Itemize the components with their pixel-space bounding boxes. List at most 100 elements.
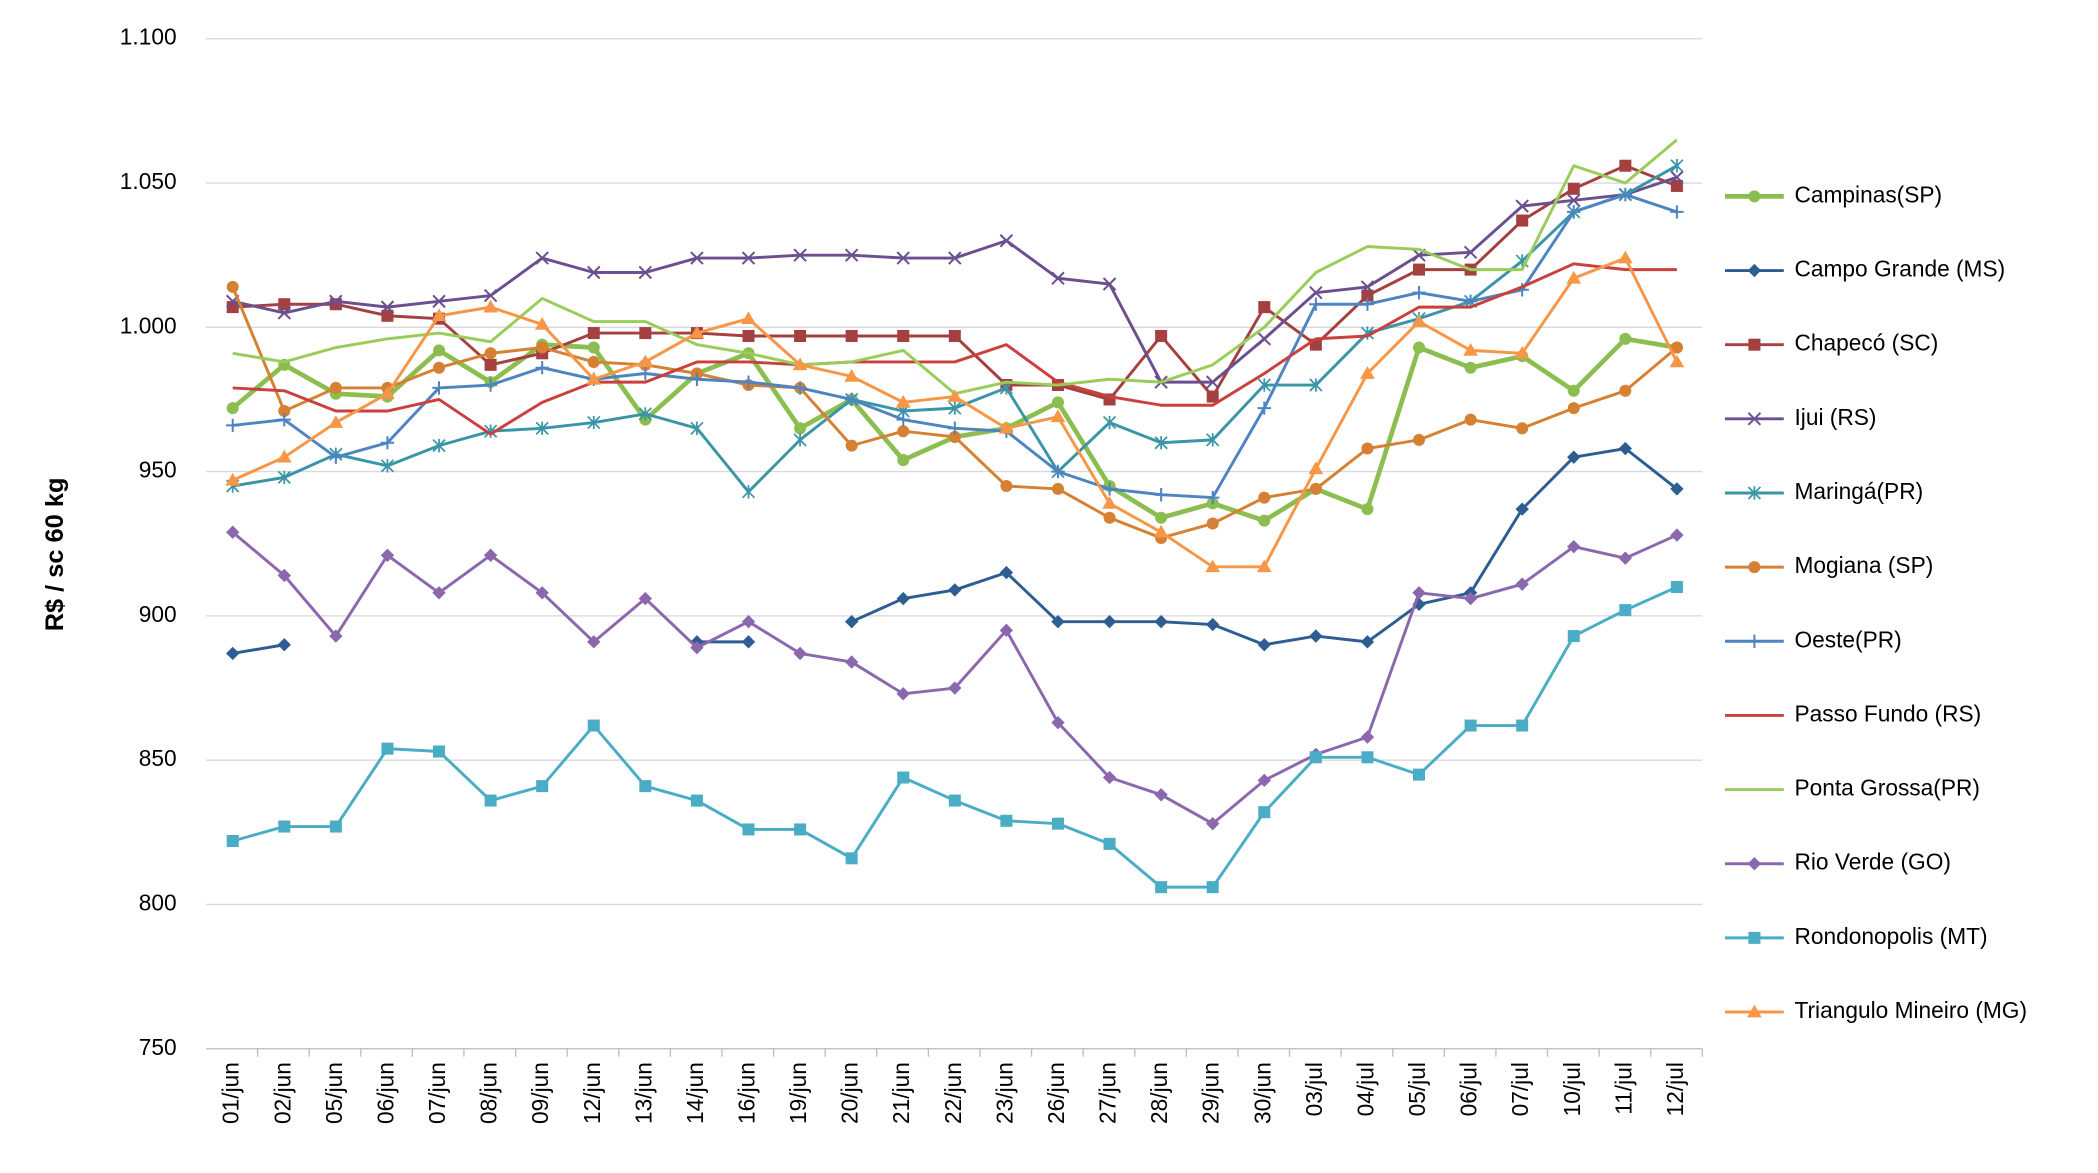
- marker: [484, 794, 497, 807]
- marker: [793, 433, 807, 447]
- marker: [278, 404, 291, 418]
- legend-marker: [1748, 561, 1761, 574]
- marker: [741, 311, 756, 325]
- legend-item: Passo Fundo (RS): [1725, 700, 1981, 726]
- x-tick-label: 20/jun: [837, 1062, 863, 1124]
- marker: [845, 852, 858, 865]
- marker: [587, 635, 601, 649]
- marker: [1670, 205, 1684, 219]
- marker: [1670, 179, 1683, 192]
- marker: [1411, 314, 1427, 327]
- marker: [999, 623, 1014, 638]
- x-tick-label: 06/jul: [1456, 1062, 1482, 1116]
- legend-marker: [1747, 412, 1762, 426]
- marker: [1361, 751, 1374, 764]
- marker: [1257, 401, 1271, 415]
- marker: [1567, 402, 1580, 415]
- marker: [1617, 250, 1633, 264]
- marker: [742, 329, 755, 342]
- marker: [483, 424, 498, 438]
- y-tick-label: 1.100: [120, 24, 177, 50]
- marker: [897, 454, 910, 467]
- x-tick-label: 02/jun: [269, 1062, 295, 1124]
- legend-label: Ponta Grossa(PR): [1794, 775, 1979, 801]
- marker: [741, 614, 756, 629]
- marker: [1206, 617, 1220, 632]
- marker: [1670, 341, 1683, 354]
- x-tick-label: 12/jun: [579, 1062, 605, 1124]
- x-tick-label: 05/jun: [321, 1062, 347, 1124]
- legend-marker: [1748, 338, 1761, 351]
- marker: [794, 823, 807, 836]
- marker: [741, 375, 756, 389]
- marker: [535, 361, 549, 375]
- marker: [1257, 773, 1271, 788]
- marker: [741, 635, 756, 649]
- legend-item: Oeste(PR): [1725, 626, 1902, 652]
- legend-label: Ijui (RS): [1794, 404, 1876, 430]
- marker: [1258, 514, 1271, 527]
- x-tick-label: 13/jun: [630, 1062, 656, 1124]
- x-tick-label: 05/jul: [1404, 1062, 1430, 1116]
- marker: [1258, 491, 1271, 504]
- legend-item: Rio Verde (GO): [1725, 849, 1951, 875]
- marker: [741, 251, 756, 265]
- legend-label: Rio Verde (GO): [1794, 849, 1950, 875]
- marker: [1464, 719, 1477, 732]
- marker: [432, 438, 446, 453]
- legend-item: Ponta Grossa(PR): [1725, 775, 1980, 801]
- series: [225, 170, 1684, 389]
- marker: [1567, 193, 1581, 208]
- marker: [1670, 159, 1684, 173]
- series: [232, 262, 1677, 436]
- marker: [1102, 277, 1117, 291]
- marker: [483, 288, 498, 303]
- marker: [1154, 614, 1168, 629]
- marker: [484, 347, 497, 360]
- marker: [1102, 482, 1117, 496]
- legend-marker: [1747, 634, 1762, 648]
- legend-item: Ijui (RS): [1725, 404, 1876, 430]
- marker: [1205, 375, 1220, 389]
- marker: [1619, 332, 1632, 345]
- marker: [1412, 586, 1426, 600]
- marker: [1516, 719, 1529, 732]
- marker: [535, 251, 549, 265]
- marker: [226, 280, 239, 293]
- marker: [690, 640, 704, 655]
- marker: [1000, 480, 1013, 493]
- marker: [1051, 464, 1065, 479]
- marker: [1360, 366, 1375, 379]
- marker: [535, 586, 549, 600]
- legend-marker: [1747, 486, 1762, 500]
- marker: [1206, 517, 1219, 530]
- marker: [638, 366, 653, 381]
- marker: [1155, 511, 1168, 524]
- legend-marker: [1747, 1004, 1762, 1018]
- marker: [1567, 205, 1581, 219]
- marker: [1206, 490, 1220, 505]
- x-tick-label: 30/jun: [1249, 1062, 1275, 1124]
- marker: [897, 425, 910, 438]
- marker: [433, 745, 446, 758]
- marker: [381, 309, 394, 322]
- x-tick-label: 22/jun: [940, 1062, 966, 1124]
- series: [226, 581, 1683, 894]
- marker: [741, 485, 756, 499]
- marker: [948, 681, 962, 695]
- marker: [380, 436, 395, 450]
- marker: [483, 548, 498, 562]
- marker: [1515, 254, 1529, 268]
- y-axis-label: R$ / sc 60 kg: [41, 478, 69, 632]
- legend-item: Maringá(PR): [1725, 478, 1923, 504]
- marker: [226, 402, 239, 415]
- marker: [1205, 559, 1221, 573]
- series: [226, 187, 1684, 505]
- x-tick-label: 19/jun: [785, 1062, 811, 1124]
- marker: [1618, 441, 1633, 456]
- y-tick-label: 800: [139, 889, 177, 915]
- marker: [844, 369, 860, 382]
- marker: [897, 771, 910, 784]
